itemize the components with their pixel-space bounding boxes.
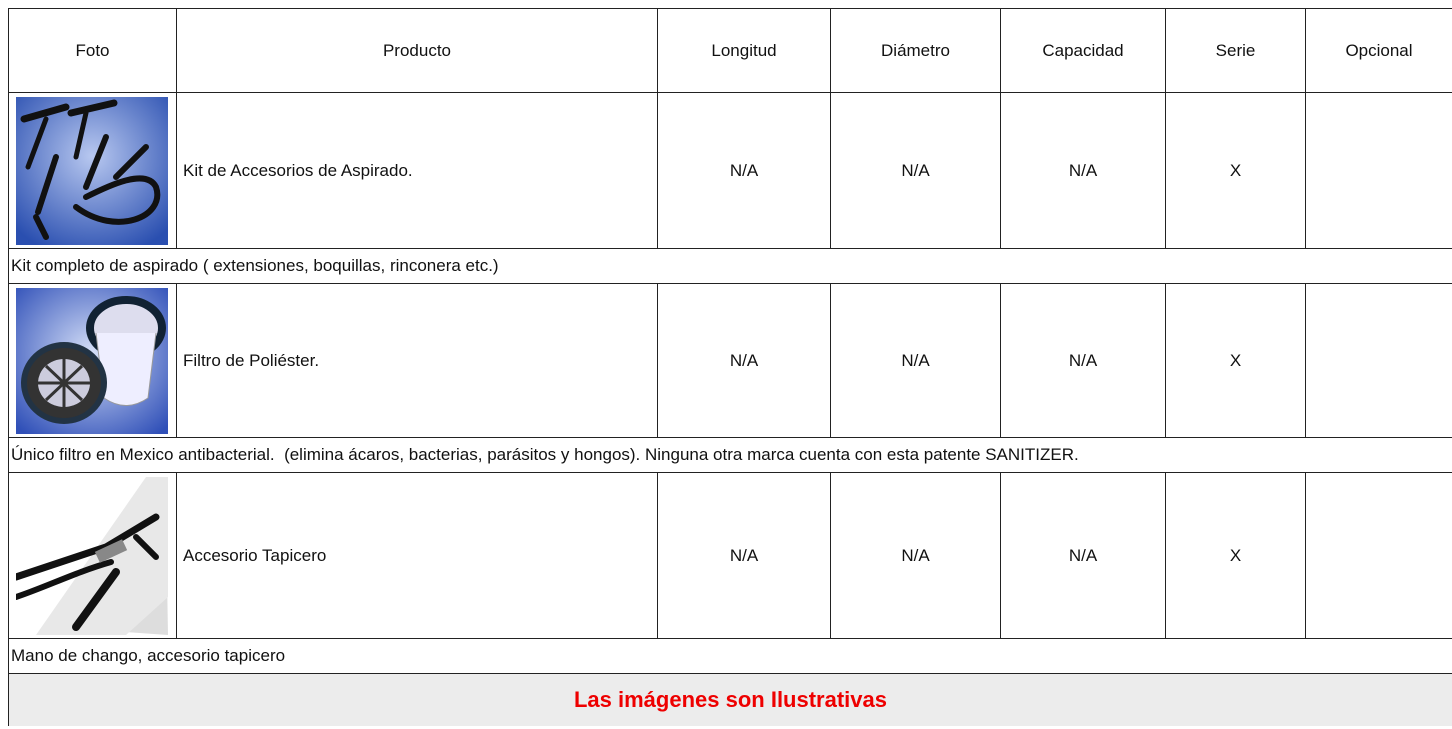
photo: [16, 287, 168, 434]
diametro-cell: N/A: [830, 92, 1001, 249]
opcional-cell: [1305, 472, 1452, 639]
column-header: Foto: [8, 8, 177, 93]
column-header: Serie: [1165, 8, 1306, 93]
product-note: Único filtro en Mexico antibacterial. (e…: [8, 437, 1452, 473]
footer-row: Las imágenes son Ilustrativas: [8, 673, 1452, 726]
serie-cell: X: [1165, 92, 1306, 249]
note-row: Mano de chango, accesorio tapicero: [8, 638, 1452, 674]
longitud-cell: N/A: [657, 92, 831, 249]
product-name: Kit de Accesorios de Aspirado.: [176, 92, 658, 249]
table-body: Foto Producto Longitud Diámetro Capacidad Ser…: [8, 8, 1452, 726]
capacidad-cell: N/A: [1000, 472, 1166, 639]
product-photo: [8, 92, 177, 249]
capacidad-cell: N/A: [1000, 283, 1166, 438]
serie-cell: X: [1165, 472, 1306, 639]
product-row: Kit de Accesorios de Aspirado. N/A N/A N/A X: [8, 92, 1452, 249]
note-row: Kit completo de aspirado ( extensiones, …: [8, 248, 1452, 284]
header-row: Foto Producto Longitud Diámetro Capacidad Ser…: [8, 8, 1452, 93]
product-table: Foto Producto Longitud Diámetro Capacidad Ser…: [8, 8, 1452, 726]
product-row: Accesorio Tapicero N/A N/A N/A X: [8, 472, 1452, 639]
column-header: Opcional: [1305, 8, 1452, 93]
longitud-cell: N/A: [657, 283, 831, 438]
diametro-cell: N/A: [830, 283, 1001, 438]
photo: [16, 96, 168, 245]
diametro-cell: N/A: [830, 472, 1001, 639]
serie-cell: X: [1165, 283, 1306, 438]
column-header: Capacidad: [1000, 8, 1166, 93]
note-row: Único filtro en Mexico antibacterial. (e…: [8, 437, 1452, 473]
product-note: Kit completo de aspirado ( extensiones, …: [8, 248, 1452, 284]
opcional-cell: [1305, 92, 1452, 249]
product-photo: [8, 472, 177, 639]
product-photo: [8, 283, 177, 438]
column-header: Diámetro: [830, 8, 1001, 93]
column-header: Longitud: [657, 8, 831, 93]
footer-note: Las imágenes son Ilustrativas: [8, 673, 1452, 726]
capacidad-cell: N/A: [1000, 92, 1166, 249]
product-note: Mano de chango, accesorio tapicero: [8, 638, 1452, 674]
product-name: Filtro de Poliéster.: [176, 283, 658, 438]
product-row: Filtro de Poliéster. N/A N/A N/A X: [8, 283, 1452, 438]
column-header: Producto: [176, 8, 658, 93]
opcional-cell: [1305, 283, 1452, 438]
product-name: Accesorio Tapicero: [176, 472, 658, 639]
longitud-cell: N/A: [657, 472, 831, 639]
photo: [16, 476, 168, 635]
